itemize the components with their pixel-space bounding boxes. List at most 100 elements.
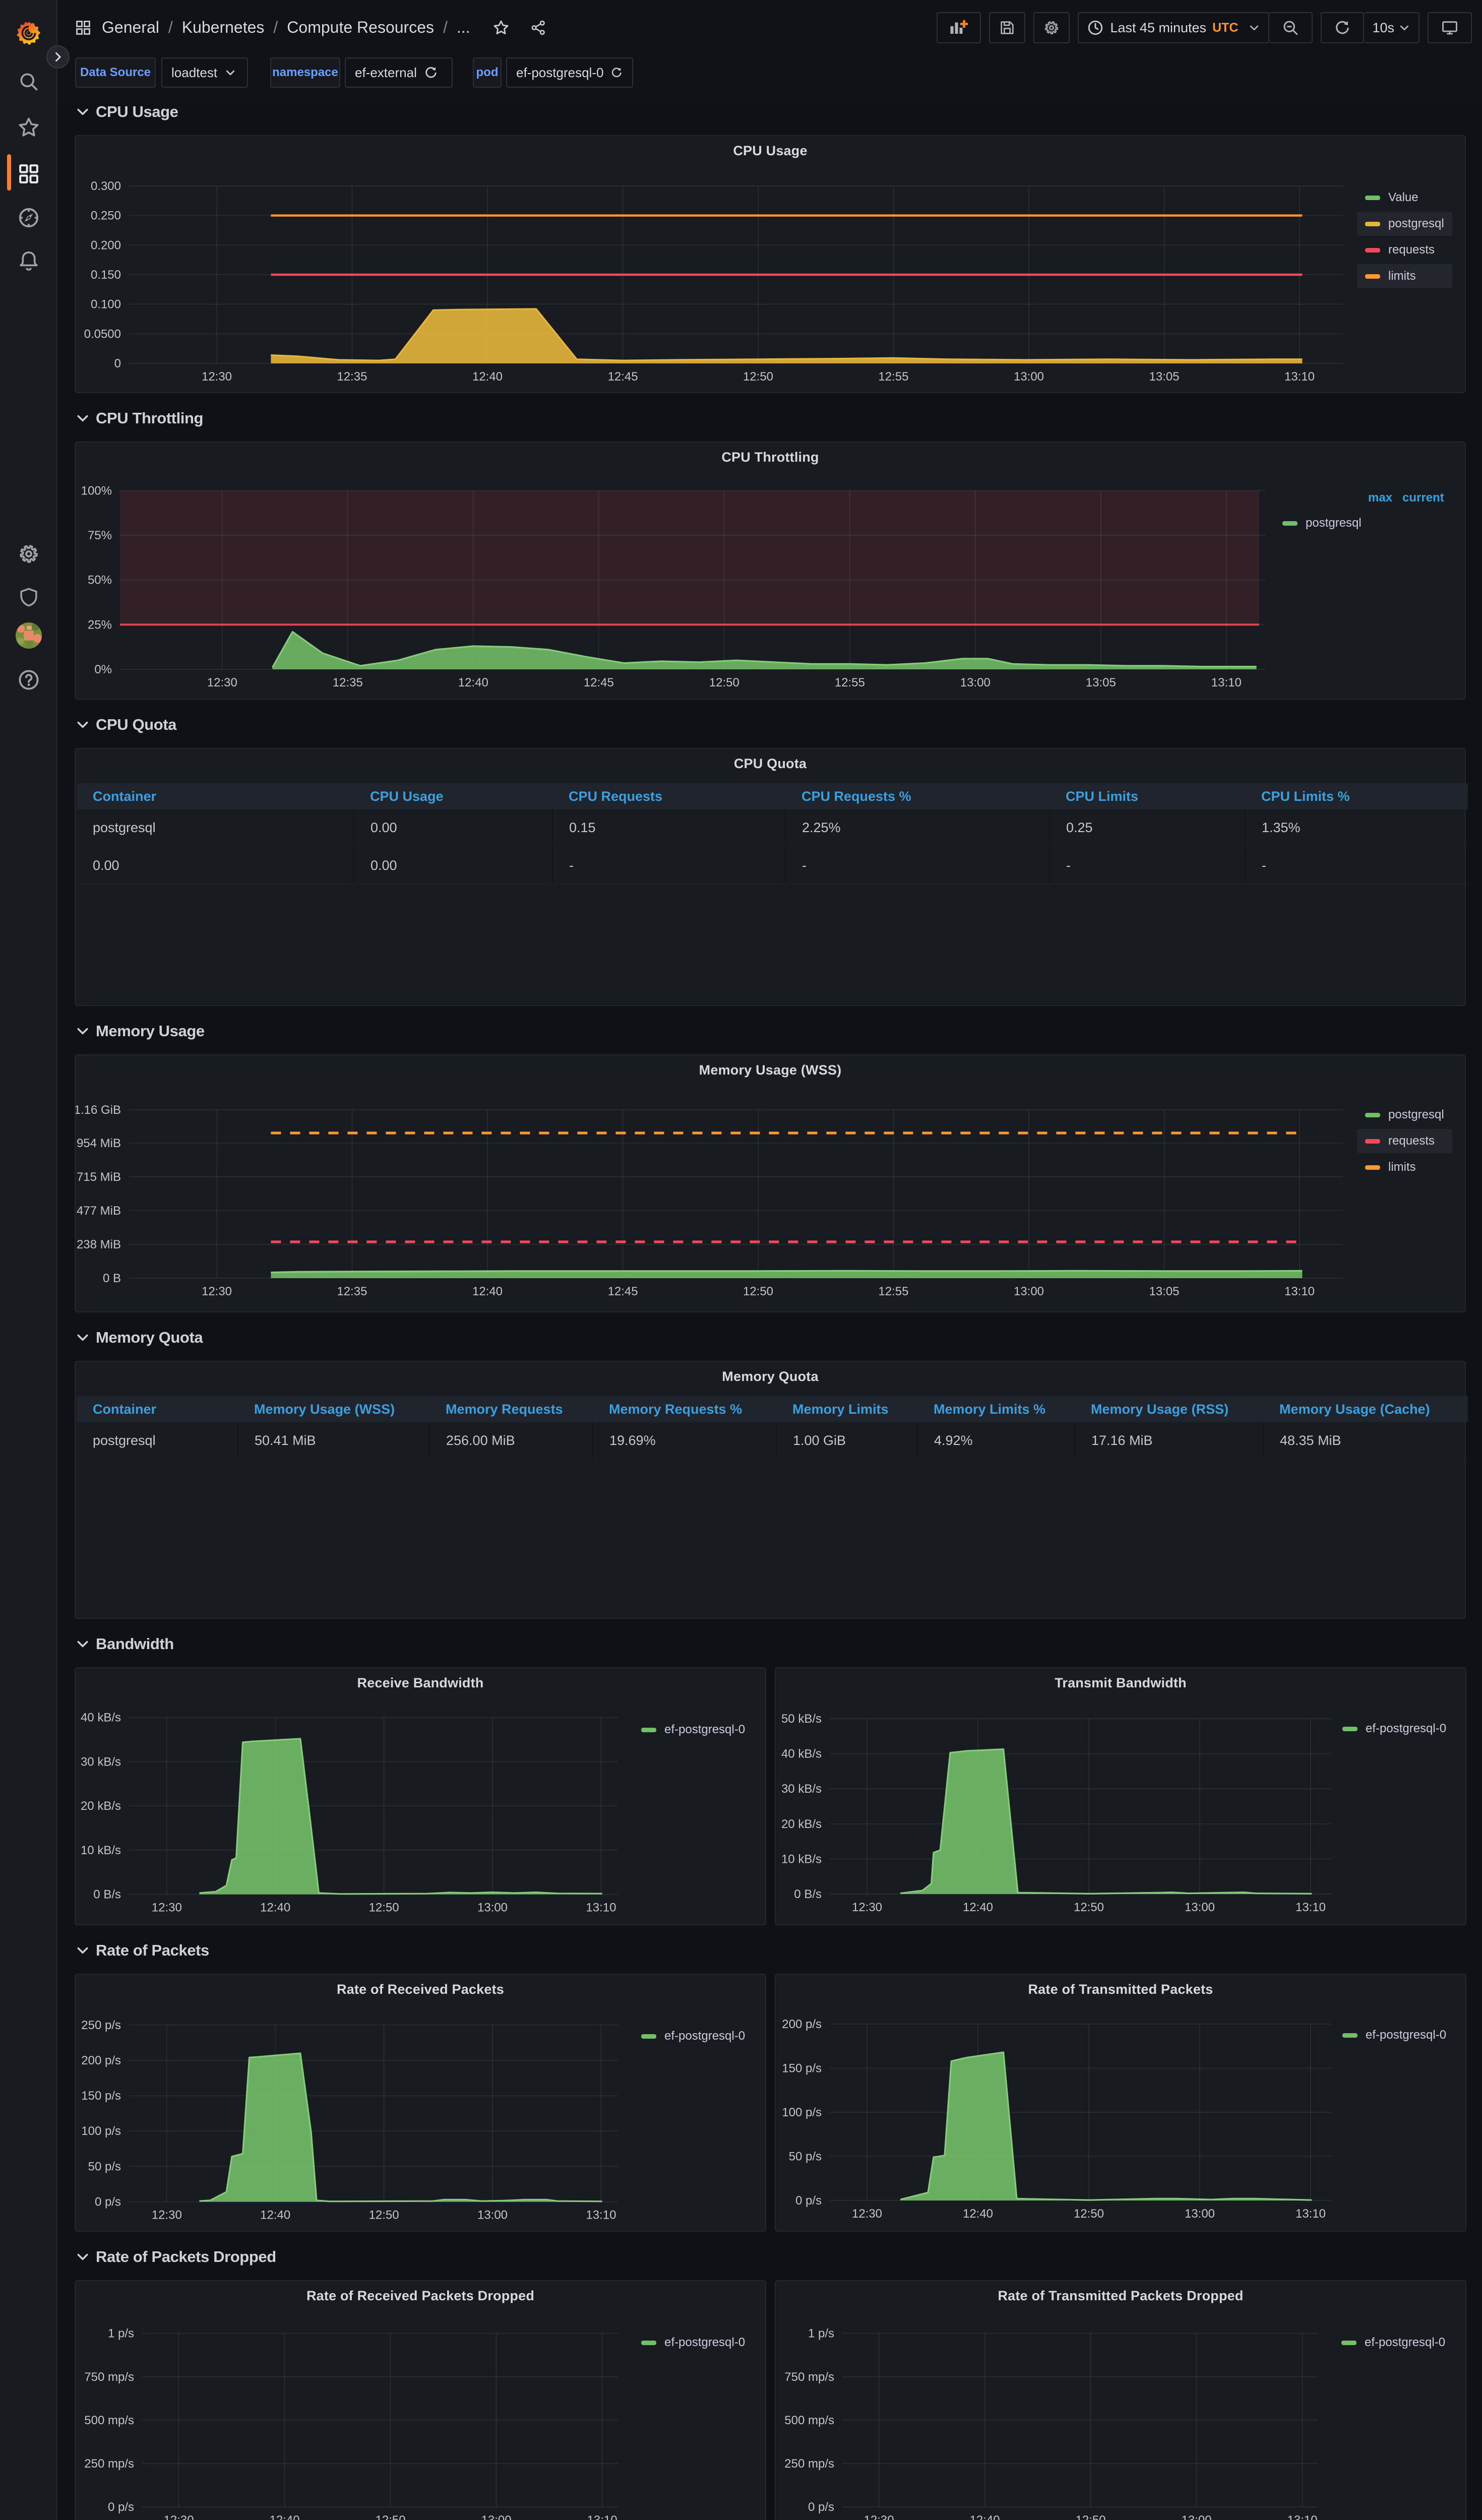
svg-text:13:00: 13:00 [477,2209,508,2222]
svg-text:13:00: 13:00 [1185,2207,1215,2221]
svg-text:0 B/s: 0 B/s [93,1888,121,1902]
svg-text:13:00: 13:00 [1182,2513,1212,2520]
svg-text:12:40: 12:40 [963,2207,993,2221]
svg-text:0.300: 0.300 [91,179,121,193]
svg-text:954 MiB: 954 MiB [77,1137,121,1150]
svg-text:13:10: 13:10 [1284,370,1315,384]
svg-text:12:55: 12:55 [878,370,908,384]
svg-text:12:50: 12:50 [376,2513,406,2520]
svg-text:100 p/s: 100 p/s [81,2124,121,2138]
svg-text:13:10: 13:10 [586,1901,616,1915]
svg-text:50%: 50% [88,574,112,587]
svg-text:250 p/s: 250 p/s [81,2019,121,2032]
svg-text:0.200: 0.200 [91,238,121,252]
svg-text:50 p/s: 50 p/s [789,2150,822,2163]
svg-text:0 p/s: 0 p/s [95,2195,121,2209]
svg-text:12:50: 12:50 [709,676,739,689]
svg-text:200 p/s: 200 p/s [782,2018,822,2031]
svg-text:13:05: 13:05 [1149,370,1180,384]
svg-text:0 B/s: 0 B/s [794,1887,822,1901]
svg-text:13:10: 13:10 [1287,2513,1318,2520]
svg-text:0.250: 0.250 [91,209,121,223]
svg-text:12:40: 12:40 [472,1285,503,1298]
svg-text:50 p/s: 50 p/s [88,2160,121,2173]
svg-text:150 p/s: 150 p/s [81,2089,121,2103]
svg-text:0 B: 0 B [103,1272,121,1285]
svg-text:12:30: 12:30 [207,676,237,689]
svg-text:13:00: 13:00 [1014,370,1044,384]
svg-text:12:30: 12:30 [152,2209,182,2222]
svg-text:12:35: 12:35 [337,1285,367,1298]
svg-text:12:45: 12:45 [608,1285,638,1298]
svg-text:715 MiB: 715 MiB [77,1170,121,1184]
svg-text:12:55: 12:55 [878,1285,908,1298]
svg-text:250 mp/s: 250 mp/s [84,2457,134,2471]
svg-text:25%: 25% [88,618,112,632]
svg-text:13:10: 13:10 [1211,676,1242,689]
svg-text:13:05: 13:05 [1086,676,1116,689]
svg-text:13:10: 13:10 [1295,2207,1326,2221]
svg-text:250 mp/s: 250 mp/s [784,2457,834,2471]
svg-text:20 kB/s: 20 kB/s [81,1799,121,1813]
svg-text:750 mp/s: 750 mp/s [784,2370,834,2384]
svg-text:12:40: 12:40 [472,370,503,384]
svg-text:12:30: 12:30 [852,2207,882,2221]
svg-text:0 p/s: 0 p/s [108,2500,134,2514]
svg-text:12:50: 12:50 [369,1901,399,1915]
svg-text:12:30: 12:30 [852,1901,882,1914]
svg-text:750 mp/s: 750 mp/s [84,2370,134,2384]
svg-text:12:50: 12:50 [1074,2207,1104,2221]
svg-text:12:55: 12:55 [835,676,865,689]
svg-text:30 kB/s: 30 kB/s [81,1755,121,1769]
svg-text:150 p/s: 150 p/s [782,2062,822,2075]
svg-text:0%: 0% [94,663,112,676]
svg-text:12:40: 12:40 [260,1901,290,1915]
svg-text:75%: 75% [88,529,112,542]
svg-text:10 kB/s: 10 kB/s [781,1852,822,1866]
svg-text:1 p/s: 1 p/s [108,2327,134,2341]
svg-text:1 p/s: 1 p/s [808,2327,834,2341]
svg-text:12:30: 12:30 [152,1901,182,1915]
svg-text:12:40: 12:40 [970,2513,1000,2520]
svg-text:12:40: 12:40 [270,2513,300,2520]
svg-text:100%: 100% [81,484,112,497]
svg-text:13:10: 13:10 [1284,1285,1315,1298]
svg-text:40 kB/s: 40 kB/s [81,1711,121,1725]
svg-text:200 p/s: 200 p/s [81,2054,121,2067]
svg-text:477 MiB: 477 MiB [77,1204,121,1218]
svg-text:20 kB/s: 20 kB/s [781,1817,822,1831]
svg-text:12:30: 12:30 [202,1285,232,1298]
svg-text:50 kB/s: 50 kB/s [781,1712,822,1726]
svg-text:1.16 GiB: 1.16 GiB [76,1103,121,1117]
svg-text:12:50: 12:50 [743,370,773,384]
svg-text:0: 0 [114,357,121,370]
svg-text:12:30: 12:30 [864,2513,894,2520]
svg-text:40 kB/s: 40 kB/s [781,1747,822,1761]
svg-text:13:10: 13:10 [586,2209,616,2222]
svg-text:12:45: 12:45 [584,676,614,689]
svg-text:12:30: 12:30 [164,2513,194,2520]
svg-text:0 p/s: 0 p/s [795,2194,822,2208]
svg-text:12:40: 12:40 [260,2209,290,2222]
svg-text:12:40: 12:40 [963,1901,993,1914]
svg-text:12:50: 12:50 [1076,2513,1106,2520]
svg-text:13:10: 13:10 [587,2513,618,2520]
svg-text:13:05: 13:05 [1149,1285,1180,1298]
svg-text:13:00: 13:00 [481,2513,512,2520]
svg-text:12:50: 12:50 [369,2209,399,2222]
svg-text:10 kB/s: 10 kB/s [81,1844,121,1857]
svg-text:12:50: 12:50 [743,1285,773,1298]
svg-text:13:00: 13:00 [477,1901,508,1915]
svg-text:238 MiB: 238 MiB [77,1238,121,1251]
svg-text:12:45: 12:45 [608,370,638,384]
svg-text:500 mp/s: 500 mp/s [784,2414,834,2427]
svg-text:12:30: 12:30 [202,370,232,384]
svg-text:12:35: 12:35 [337,370,367,384]
svg-text:0.0500: 0.0500 [84,327,121,341]
svg-text:500 mp/s: 500 mp/s [84,2414,134,2427]
svg-text:0 p/s: 0 p/s [808,2500,834,2514]
svg-text:0.100: 0.100 [91,298,121,311]
svg-text:100 p/s: 100 p/s [782,2106,822,2119]
svg-text:0.150: 0.150 [91,268,121,282]
svg-text:30 kB/s: 30 kB/s [781,1782,822,1796]
